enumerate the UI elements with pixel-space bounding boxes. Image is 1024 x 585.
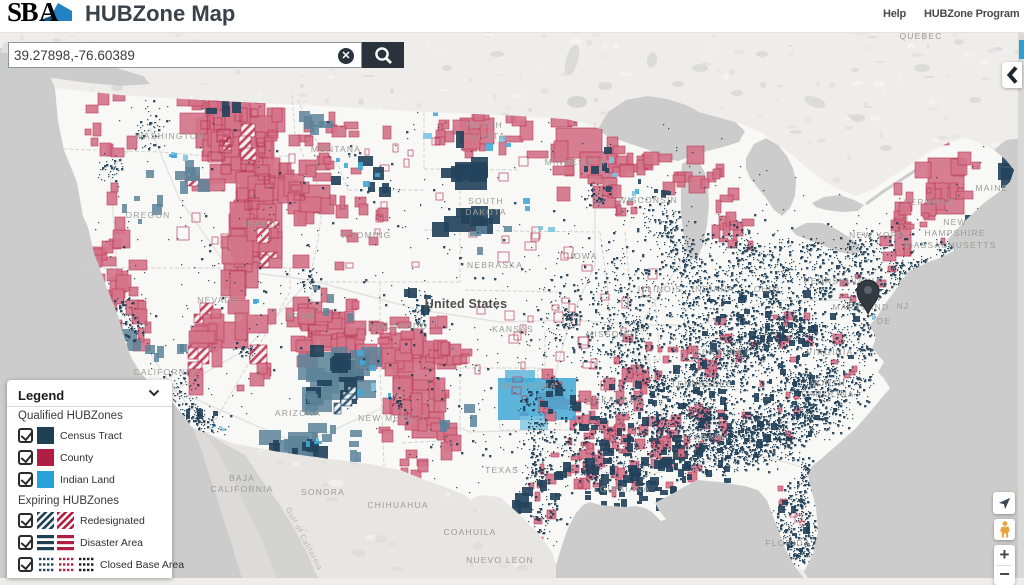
svg-text:ARKANSAS: ARKANSAS — [587, 395, 643, 405]
svg-text:WASHINGTON: WASHINGTON — [135, 131, 205, 141]
svg-text:OHIO: OHIO — [754, 284, 781, 294]
svg-text:NORTH: NORTH — [467, 120, 503, 130]
svg-text:United States: United States — [425, 297, 507, 311]
svg-text:SONORA: SONORA — [301, 487, 345, 497]
svg-text:NEW MEXICO: NEW MEXICO — [358, 413, 426, 423]
svg-text:IDAHO: IDAHO — [244, 219, 277, 229]
svg-text:A: A — [39, 0, 59, 27]
svg-text:SOUTH: SOUTH — [468, 196, 504, 206]
svg-text:KANSAS: KANSAS — [492, 324, 534, 334]
svg-text:OREGON: OREGON — [126, 210, 171, 220]
svg-text:BAJA: BAJA — [229, 473, 255, 483]
svg-text:OKLAHOMA: OKLAHOMA — [499, 381, 557, 391]
svg-text:NEVADA: NEVADA — [197, 295, 239, 305]
svg-text:INDIANA: INDIANA — [692, 284, 735, 294]
svg-text:MAINE: MAINE — [976, 183, 1009, 193]
svg-text:DAKOTA: DAKOTA — [464, 131, 506, 141]
svg-text:NEW: NEW — [943, 217, 966, 227]
svg-text:CALIFORNIA: CALIFORNIA — [210, 484, 273, 494]
svg-text:KENTUCKY: KENTUCKY — [695, 347, 751, 357]
svg-text:DAKOTA: DAKOTA — [465, 207, 507, 217]
svg-text:ILLINOIS: ILLINOIS — [638, 284, 683, 294]
svg-text:NJ: NJ — [897, 301, 910, 311]
svg-text:CALIFORNIA: CALIFORNIA — [133, 367, 196, 377]
svg-text:WISCONSIN: WISCONSIN — [618, 195, 678, 205]
svg-text:VERMONT: VERMONT — [904, 197, 955, 207]
svg-text:SB: SB — [7, 0, 39, 27]
svg-text:DE: DE — [877, 316, 891, 326]
svg-text:TEXAS: TEXAS — [485, 465, 519, 475]
svg-text:PENNSYLVANIA: PENNSYLVANIA — [804, 276, 882, 286]
svg-text:WYOMING: WYOMING — [341, 230, 392, 240]
svg-text:QUEBEC: QUEBEC — [899, 33, 942, 41]
svg-text:LOUISIANA: LOUISIANA — [594, 484, 650, 494]
svg-text:NEW YORK: NEW YORK — [849, 230, 905, 240]
svg-text:MASSACHUSETTS: MASSACHUSETTS — [905, 240, 996, 250]
svg-text:ALABAMA: ALABAMA — [681, 432, 730, 442]
svg-text:NEBRASKA: NEBRASKA — [467, 260, 523, 270]
svg-text:ARIZONA: ARIZONA — [275, 408, 321, 418]
svg-text:FLORIDA: FLORIDA — [765, 538, 810, 548]
svg-text:HAMPSHIRE: HAMPSHIRE — [924, 228, 985, 238]
svg-text:MINNESOTA: MINNESOTA — [545, 157, 606, 167]
svg-text:MISSOURI: MISSOURI — [586, 329, 638, 339]
svg-text:MONTANA: MONTANA — [311, 144, 361, 154]
svg-text:IOWA: IOWA — [570, 251, 597, 261]
svg-text:COAHUILA: COAHUILA — [443, 527, 496, 537]
svg-text:TENNESSEE: TENNESSEE — [671, 379, 733, 389]
svg-text:CHIHUAHUA: CHIHUAHUA — [367, 500, 428, 510]
svg-text:NORTH: NORTH — [810, 378, 846, 388]
svg-text:CAROLINA: CAROLINA — [801, 389, 854, 399]
svg-text:MARYLAND: MARYLAND — [833, 302, 890, 312]
svg-text:UTAH: UTAH — [287, 311, 314, 321]
svg-text:NUEVO LEON: NUEVO LEON — [466, 555, 534, 565]
svg-text:COLORADO: COLORADO — [370, 321, 428, 331]
svg-text:VIRGINIA: VIRGINIA — [807, 347, 854, 357]
